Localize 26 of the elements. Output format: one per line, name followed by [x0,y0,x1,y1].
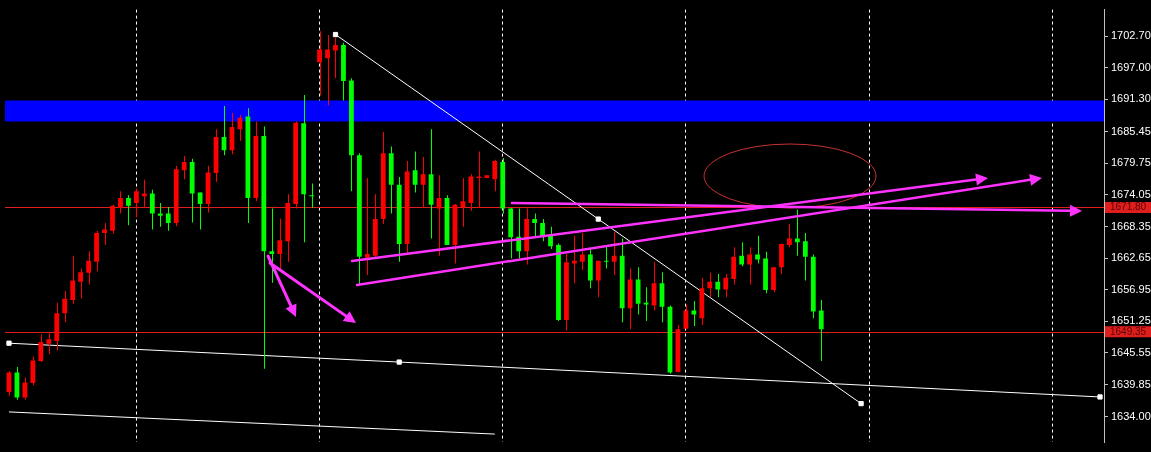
y-tick-label: 1691.30 [1111,92,1151,105]
point [858,400,864,407]
y-tick-label: 1679.75 [1111,156,1151,169]
point [595,216,601,222]
y-tick-label: 1674.05 [1111,188,1151,200]
y-tick-label: 1656.95 [1111,282,1151,295]
point [6,340,12,346]
y-tick-label: 1639.85 [1111,377,1151,390]
ref-line-label: 1671.80 [1110,201,1147,213]
point [396,359,402,365]
y-tick-label: 1697.00 [1111,60,1151,73]
y-tick-label: 1645.55 [1111,345,1151,358]
y-tick-label: 1634.00 [1111,409,1151,422]
point [1097,394,1103,400]
candlestick [46,333,52,355]
y-tick-label: 1651.25 [1111,314,1151,327]
candlestick [484,175,490,179]
candlestick [476,151,482,208]
y-tick-label: 1668.35 [1111,219,1151,232]
point [332,31,339,38]
candlestick [269,208,275,283]
y-tick-label: 1702.70 [1111,29,1151,42]
y-tick-label: 1662.65 [1111,251,1151,264]
y-tick-label: 1685.45 [1111,124,1151,137]
candlestick [333,37,338,79]
ref-line-label: 1649.35 [1110,325,1147,337]
